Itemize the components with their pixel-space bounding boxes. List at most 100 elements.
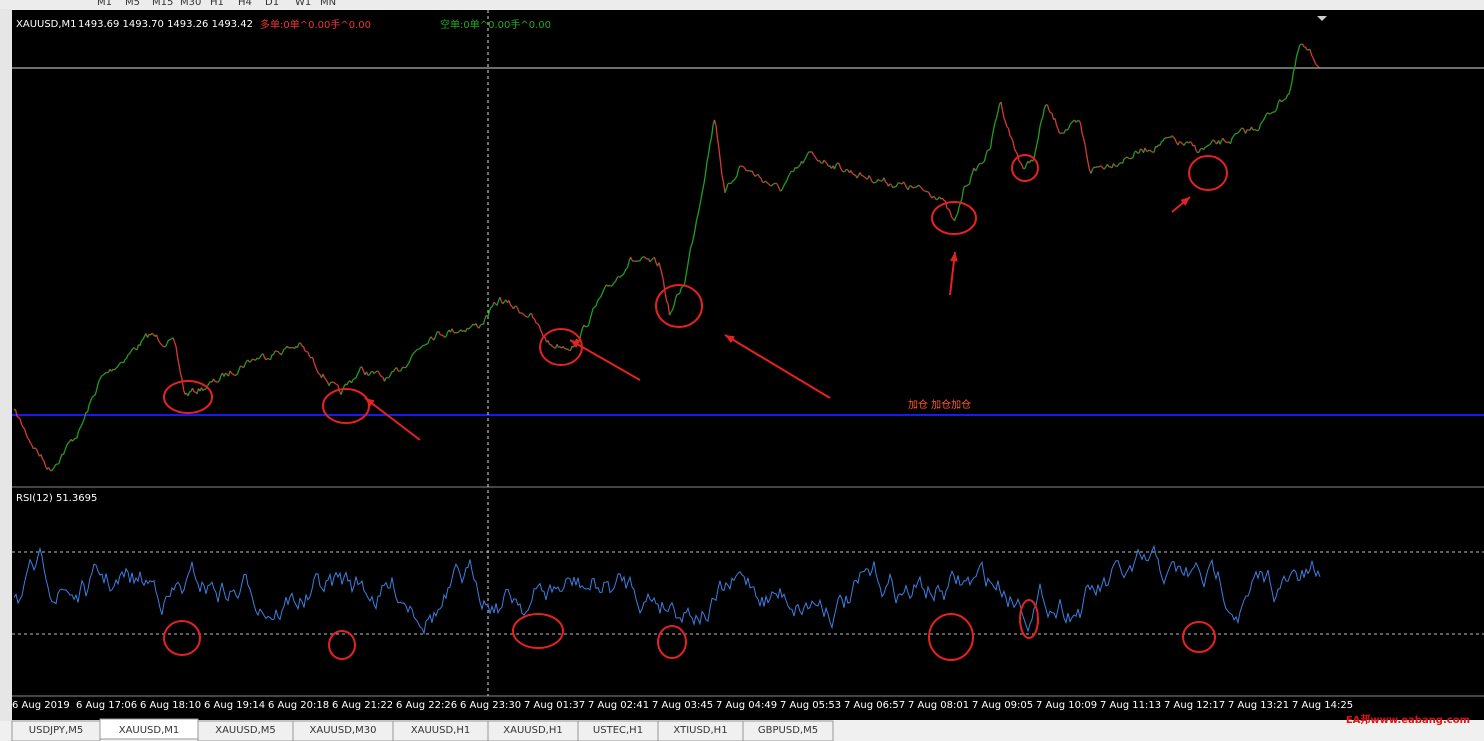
- candle-segment: [381, 375, 384, 378]
- candle-segment: [924, 190, 927, 193]
- timeframe-button[interactable]: H1: [210, 0, 224, 8]
- candle-segment: [358, 366, 362, 372]
- candle-segment: [415, 348, 418, 352]
- tab[interactable]: [742, 720, 834, 741]
- timeframe-button[interactable]: M30: [180, 0, 201, 8]
- candle-segment: [1106, 163, 1110, 168]
- candle-segment: [521, 312, 525, 316]
- candle-segment: [724, 188, 728, 193]
- candle-segment: [1294, 56, 1298, 67]
- timeframe-button[interactable]: MN: [320, 0, 336, 8]
- candle-segment: [517, 309, 521, 314]
- candle-segment: [1204, 146, 1207, 148]
- candle-segment: [445, 332, 449, 338]
- candle-segment: [169, 338, 172, 341]
- candle-segment: [1085, 153, 1089, 163]
- candle-segment: [1227, 141, 1230, 144]
- candle-segment: [638, 258, 642, 262]
- candle-segment: [976, 164, 980, 169]
- timeframe-button[interactable]: M15: [152, 0, 173, 8]
- candle-segment: [469, 325, 472, 329]
- tab-label[interactable]: XAUUSD,H1: [503, 725, 562, 736]
- timeframe-button[interactable]: D1: [265, 0, 279, 8]
- candle-segment: [350, 379, 354, 384]
- candle-segment: [629, 256, 633, 261]
- candle-segment: [155, 334, 159, 340]
- candle-segment: [262, 353, 266, 358]
- candle-segment: [868, 175, 872, 179]
- candle-segment: [1200, 147, 1203, 150]
- candle-segment: [694, 220, 698, 230]
- candle-segment: [1021, 165, 1025, 170]
- shift-marker: [1317, 16, 1327, 21]
- timeframe-button[interactable]: M5: [125, 0, 140, 8]
- timeframe-button[interactable]: M1: [97, 0, 112, 8]
- candle-segment: [418, 347, 421, 350]
- candle-segment: [775, 182, 778, 186]
- tab-label[interactable]: XAUUSD,M30: [310, 725, 377, 736]
- time-label: 7 Aug 10:09: [1036, 700, 1097, 711]
- candle-segment: [940, 197, 943, 200]
- candle-segment: [367, 374, 370, 376]
- candle-segment: [76, 431, 80, 439]
- candle-segment: [451, 328, 455, 333]
- candle-segment: [1281, 100, 1284, 103]
- tab-label[interactable]: USDJPY,M5: [29, 725, 83, 736]
- highlight-circle: [931, 201, 977, 235]
- candle-segment: [43, 460, 47, 467]
- time-label: 7 Aug 14:25: [1292, 700, 1353, 711]
- timeframe-button[interactable]: W1: [295, 0, 311, 8]
- candle-segment: [1183, 142, 1187, 146]
- candle-segment: [955, 213, 959, 217]
- tab-label[interactable]: XAUUSD,M5: [215, 725, 276, 736]
- candle-segment: [841, 170, 844, 173]
- candle-segment: [25, 433, 29, 439]
- candle-segment: [100, 374, 103, 378]
- candle-segment: [1055, 124, 1059, 130]
- candle-segment: [1153, 146, 1157, 153]
- candle-segment: [850, 170, 854, 174]
- candle-segment: [1126, 156, 1129, 159]
- candle-segment: [383, 377, 387, 382]
- candle-segment: [1289, 81, 1293, 89]
- timeframe-button[interactable]: H4: [238, 0, 252, 8]
- candle-segment: [430, 336, 434, 340]
- candle-segment: [493, 301, 496, 305]
- candle-segment: [125, 354, 129, 359]
- arrow-head: [570, 340, 580, 348]
- candle-segment: [158, 341, 162, 345]
- candle-segment: [313, 362, 317, 367]
- tab-label[interactable]: XAUUSD,H1: [411, 725, 470, 736]
- candle-segment: [961, 188, 965, 199]
- candle-segment: [953, 216, 957, 222]
- candle-segment: [258, 357, 261, 360]
- candle-segment: [512, 305, 516, 310]
- candle-segment: [757, 174, 761, 178]
- candle-segment: [1156, 144, 1160, 148]
- candle-segment: [368, 371, 372, 376]
- candle-segment: [1269, 112, 1272, 115]
- candle-segment: [970, 172, 974, 178]
- candle-segment: [433, 336, 437, 341]
- candle-segment: [869, 177, 873, 182]
- candle-segment: [407, 360, 411, 364]
- candle-segment: [22, 426, 25, 430]
- candle-segment: [1119, 162, 1122, 165]
- tab-label[interactable]: GBPUSD,M5: [758, 725, 818, 736]
- tab-label[interactable]: XTIUSD,H1: [673, 725, 727, 736]
- candle-segment: [356, 370, 360, 375]
- candle-segment: [686, 257, 690, 267]
- candle-segment: [1232, 133, 1236, 137]
- tab-label[interactable]: USTEC,H1: [593, 725, 643, 736]
- candle-segment: [1054, 118, 1058, 126]
- candle-segment: [130, 348, 134, 352]
- candle-segment: [1186, 141, 1189, 144]
- candle-segment: [103, 372, 106, 375]
- candle-segment: [674, 294, 678, 300]
- candle-segment: [421, 344, 424, 347]
- candle-segment: [306, 350, 309, 353]
- candle-segment: [1315, 64, 1318, 67]
- candle-segment: [242, 364, 246, 368]
- candle-segment: [1250, 126, 1254, 131]
- tab-label[interactable]: XAUUSD,M1: [119, 725, 180, 736]
